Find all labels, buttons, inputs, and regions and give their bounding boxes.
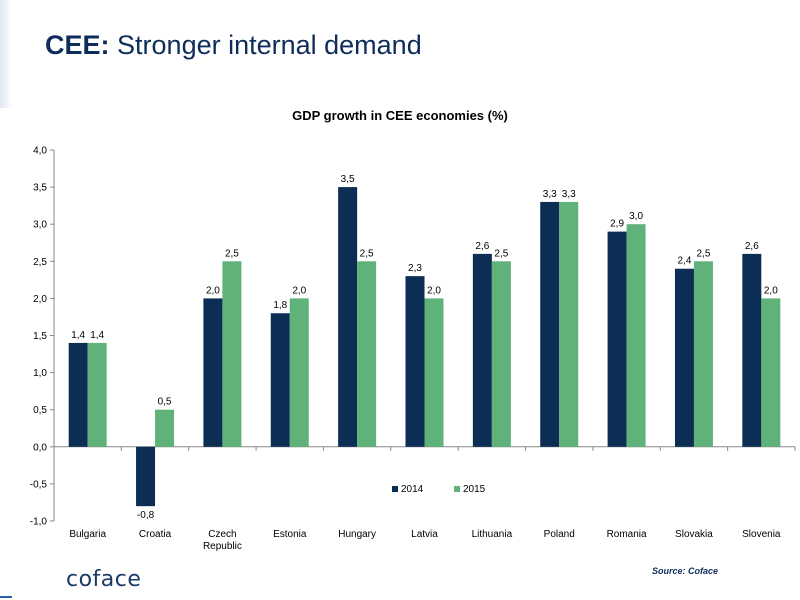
data-label: 2,6 (745, 241, 759, 252)
chart-title: GDP growth in CEE economies (%) (292, 108, 508, 123)
bar-2015 (222, 261, 242, 447)
category-label: Slovenia (742, 529, 781, 540)
data-label: 2,5 (225, 248, 239, 259)
data-label: 1,4 (90, 330, 104, 341)
data-label: 3,3 (543, 189, 557, 200)
y-tick-label: 3,0 (33, 220, 47, 231)
category-label: Latvia (411, 529, 438, 540)
bar-2015 (761, 298, 781, 447)
bar-2015 (357, 261, 377, 447)
bar-2014 (405, 276, 425, 447)
data-label: 2,4 (678, 256, 692, 267)
bar-2014 (674, 268, 694, 447)
bar-2015 (424, 298, 444, 447)
data-label: 2,9 (610, 219, 624, 230)
data-label: 2,5 (494, 248, 508, 259)
source-note: Source: Coface (652, 566, 719, 576)
data-label: 2,6 (475, 241, 489, 252)
legend-label: 2014 (401, 484, 424, 495)
y-tick-label: 2,5 (33, 257, 47, 268)
page-title: CEE: Stronger internal demand (45, 30, 422, 61)
data-label: 1,8 (273, 300, 287, 311)
title-text: Stronger internal demand (117, 30, 422, 60)
data-label: 2,5 (697, 248, 711, 259)
category-label: Czech (208, 529, 236, 540)
category-label: Slovakia (675, 529, 713, 540)
data-label: 2,0 (206, 285, 220, 296)
bar-2014 (270, 313, 290, 447)
data-label: 3,0 (629, 211, 643, 222)
legend-swatch-2014 (392, 486, 398, 492)
y-tick-label: 2,0 (33, 294, 47, 305)
bar-2015 (87, 342, 107, 447)
bar-2014 (338, 187, 358, 447)
data-label: 2,5 (360, 248, 374, 259)
y-tick-label: 4,0 (33, 146, 47, 157)
y-tick-label: 1,0 (33, 368, 47, 379)
bar-2014 (607, 231, 627, 447)
y-tick-label: 0,5 (33, 405, 47, 416)
category-label: Lithuania (472, 529, 513, 540)
bar-2014 (742, 253, 762, 447)
y-tick-label: -0,5 (30, 479, 48, 490)
category-label: Croatia (139, 529, 172, 540)
y-tick-label: 3,5 (33, 183, 47, 194)
bar-2015 (626, 224, 646, 447)
data-label: 2,0 (764, 285, 778, 296)
bar-2014 (68, 342, 88, 447)
data-label: 2,0 (292, 285, 306, 296)
bar-2015 (693, 261, 713, 447)
y-tick-label: 1,5 (33, 331, 47, 342)
bar-2015 (155, 409, 175, 447)
y-tick-label: 0,0 (33, 442, 47, 453)
bar-2014 (136, 446, 156, 507)
data-label: 3,3 (562, 189, 576, 200)
category-label: Republic (203, 541, 242, 552)
legend-swatch-2015 (454, 486, 460, 492)
bar-2015 (491, 261, 511, 447)
data-label: -0,8 (137, 510, 155, 521)
data-label: 1,4 (71, 330, 85, 341)
legend-label: 2015 (463, 484, 486, 495)
y-tick-label: -1,0 (30, 517, 48, 528)
left-accent (0, 0, 12, 108)
bottom-accent (0, 596, 12, 598)
category-label: Hungary (338, 529, 376, 540)
bar-2014 (472, 253, 492, 447)
data-label: 0,5 (158, 397, 172, 408)
data-label: 2,0 (427, 285, 441, 296)
category-label: Estonia (273, 529, 307, 540)
bar-2015 (289, 298, 309, 447)
category-label: Romania (607, 529, 647, 540)
bar-2014 (540, 201, 560, 447)
bar-2014 (203, 298, 223, 447)
category-label: Bulgaria (69, 529, 106, 540)
category-label: Poland (544, 529, 575, 540)
data-label: 3,5 (341, 174, 355, 185)
title-prefix: CEE: (45, 30, 110, 60)
data-label: 2,3 (408, 263, 422, 274)
coface-logo: coface (66, 567, 142, 592)
bar-2015 (559, 201, 579, 447)
